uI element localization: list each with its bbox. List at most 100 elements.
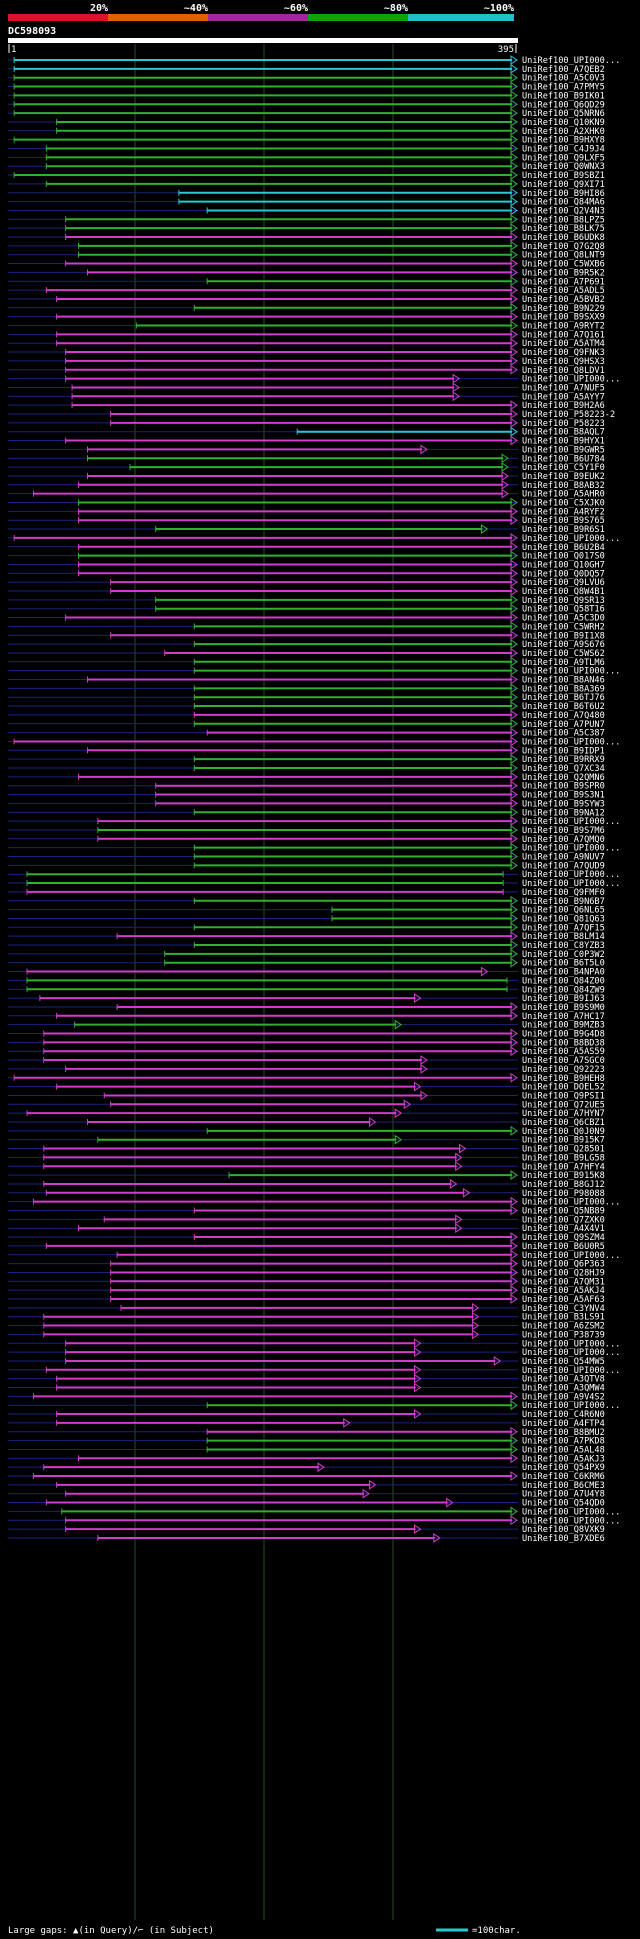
- hit-row[interactable]: UniRef100_B8LM14: [8, 931, 605, 942]
- hit-id[interactable]: UniRef100_DOEL52: [522, 1083, 605, 1093]
- hit-row[interactable]: UniRef100_A5C387: [8, 727, 605, 739]
- hit-row[interactable]: UniRef100_B4NPA0: [8, 966, 605, 978]
- hit-id[interactable]: UniRef100_B8BMU2: [522, 1428, 605, 1438]
- hit-id[interactable]: UniRef100_A5AYY7: [522, 392, 605, 402]
- hit-row[interactable]: UniRef100_Q8LNT9: [8, 249, 605, 261]
- hit-id[interactable]: UniRef100_UPI000...: [522, 56, 620, 66]
- hit-row[interactable]: UniRef100_Q54PX9: [8, 1462, 605, 1473]
- hit-id[interactable]: UniRef100_UPI000...: [522, 737, 620, 747]
- hit-row[interactable]: UniRef100_DOEL52: [8, 1081, 605, 1093]
- hit-row[interactable]: UniRef100_A5BVB2: [8, 294, 605, 305]
- hit-id[interactable]: UniRef100_A5AKJ4: [522, 1286, 605, 1296]
- hit-row[interactable]: UniRef100_B9HI86: [8, 187, 605, 199]
- hit-row[interactable]: UniRef100_UPI000...: [8, 1506, 620, 1517]
- hit-id[interactable]: UniRef100_B9HEH8: [522, 1074, 605, 1084]
- hit-row[interactable]: UniRef100_A7QF15: [8, 922, 605, 933]
- hit-id[interactable]: UniRef100_B9HI86: [522, 189, 605, 199]
- hit-id[interactable]: UniRef100_A9S676: [522, 640, 605, 650]
- hit-id[interactable]: UniRef100_UPI000...: [522, 879, 620, 889]
- hit-id[interactable]: UniRef100_P98088: [522, 1189, 605, 1199]
- hit-row[interactable]: UniRef100_B9HXY8: [8, 134, 605, 146]
- hit-id[interactable]: UniRef100_A7SGC0: [522, 1056, 605, 1066]
- hit-id[interactable]: UniRef100_B9SXX9: [522, 313, 605, 323]
- hit-row[interactable]: UniRef100_UPI000...: [8, 1400, 620, 1411]
- hit-id[interactable]: UniRef100_A4RYF2: [522, 507, 605, 517]
- hit-row[interactable]: UniRef100_UPI000...: [8, 1196, 620, 1208]
- hit-row[interactable]: UniRef100_B9S765: [8, 515, 605, 526]
- hit-row[interactable]: UniRef100_C4R6N0: [8, 1409, 605, 1420]
- hit-row[interactable]: UniRef100_B9NA12: [8, 807, 605, 818]
- hit-id[interactable]: UniRef100_Q9FNK3: [522, 348, 605, 358]
- hit-row[interactable]: UniRef100_B9HEH8: [8, 1072, 605, 1084]
- hit-row[interactable]: UniRef100_A4X4V1: [8, 1223, 605, 1234]
- hit-row[interactable]: UniRef100_Q28HJ9: [8, 1267, 605, 1278]
- hit-row[interactable]: UniRef100_B6U2B4: [8, 541, 605, 553]
- hit-id[interactable]: UniRef100_Q72UE5: [522, 1100, 605, 1110]
- hit-row[interactable]: UniRef100_UPI000...: [8, 1338, 620, 1349]
- hit-id[interactable]: UniRef100_Q7ZXK0: [522, 1215, 605, 1225]
- hit-id[interactable]: UniRef100_Q84ZW9: [522, 985, 605, 995]
- hit-row[interactable]: UniRef100_A5ATM4: [8, 338, 605, 349]
- hit-row[interactable]: UniRef100_B6CME3: [8, 1479, 605, 1491]
- hit-row[interactable]: UniRef100_Q9HSX3: [8, 355, 605, 367]
- hit-id[interactable]: UniRef100_Q6QD29: [522, 100, 605, 110]
- hit-row[interactable]: UniRef100_C5Y1F0: [8, 462, 605, 473]
- hit-row[interactable]: UniRef100_Q2V4N3: [8, 205, 605, 216]
- hit-row[interactable]: UniRef100_Q58T16: [8, 603, 605, 615]
- hit-id[interactable]: UniRef100_B9GWR5: [522, 445, 605, 455]
- hit-row[interactable]: UniRef100_A5AKJ4: [8, 1285, 605, 1296]
- hit-id[interactable]: UniRef100_A7QMQ0: [522, 835, 605, 845]
- hit-id[interactable]: UniRef100_B8GJ12: [522, 1180, 605, 1190]
- hit-id[interactable]: UniRef100_A5ADL5: [522, 286, 605, 296]
- hit-id[interactable]: UniRef100_Q54QD0: [522, 1499, 605, 1509]
- hit-row[interactable]: UniRef100_Q0DQ57: [8, 568, 605, 579]
- hit-row[interactable]: UniRef100_B8LPZ5: [8, 214, 605, 225]
- hit-row[interactable]: UniRef100_Q81Q63: [8, 913, 605, 924]
- hit-id[interactable]: UniRef100_Q0DQ57: [522, 569, 605, 579]
- hit-id[interactable]: UniRef100_UPI000...: [522, 1348, 620, 1358]
- hit-id[interactable]: UniRef100_Q54MW5: [522, 1357, 605, 1367]
- hit-id[interactable]: UniRef100_Q9FMF0: [522, 888, 605, 898]
- hit-row[interactable]: UniRef100_A3QMW4: [8, 1382, 605, 1394]
- hit-id[interactable]: UniRef100_Q2QMN6: [522, 773, 605, 783]
- hit-id[interactable]: UniRef100_UPI000...: [522, 1401, 620, 1411]
- hit-id[interactable]: UniRef100_A7HC17: [522, 1012, 605, 1022]
- hit-row[interactable]: UniRef100_Q7XC34: [8, 763, 605, 774]
- hit-row[interactable]: UniRef100_Q8W4B1: [8, 586, 605, 597]
- hit-row[interactable]: UniRef100_UPI000...: [8, 736, 620, 747]
- hit-row[interactable]: UniRef100_UPI000...: [8, 842, 620, 854]
- hit-row[interactable]: UniRef100_UPI000...: [8, 1364, 620, 1376]
- hit-id[interactable]: UniRef100_A7QM31: [522, 1277, 605, 1287]
- hit-row[interactable]: UniRef100_Q0J0N9: [8, 1125, 605, 1137]
- hit-row[interactable]: UniRef100_B9S9M0: [8, 1002, 605, 1013]
- hit-id[interactable]: UniRef100_B9HYX1: [522, 437, 605, 447]
- hit-id[interactable]: UniRef100_Q8VXK9: [522, 1525, 605, 1535]
- hit-row[interactable]: UniRef100_B9S7M6: [8, 825, 605, 836]
- hit-row[interactable]: UniRef100_UPI000...: [8, 816, 620, 827]
- hit-row[interactable]: UniRef100_Q8VXK9: [8, 1524, 605, 1535]
- hit-id[interactable]: UniRef100_UPI000...: [522, 844, 620, 854]
- hit-id[interactable]: UniRef100_B8A369: [522, 684, 605, 694]
- hit-row[interactable]: UniRef100_Q9LXF5: [8, 152, 605, 163]
- hit-row[interactable]: UniRef100_B9LG58: [8, 1152, 605, 1163]
- hit-id[interactable]: UniRef100_B9IJ63: [522, 994, 605, 1004]
- hit-id[interactable]: UniRef100_Q9HSX3: [522, 357, 605, 367]
- hit-id[interactable]: UniRef100_A5AHR0: [522, 490, 605, 500]
- hit-id[interactable]: UniRef100_A9TLM6: [522, 658, 605, 668]
- hit-row[interactable]: UniRef100_C5WRH2: [8, 621, 605, 632]
- hit-id[interactable]: UniRef100_Q8LNT9: [522, 251, 605, 261]
- hit-id[interactable]: UniRef100_B4NPA0: [522, 968, 605, 978]
- hit-id[interactable]: UniRef100_B8AB32: [522, 481, 605, 491]
- hit-id[interactable]: UniRef100_A7PKD8: [522, 1437, 605, 1447]
- hit-id[interactable]: UniRef100_A9V4S2: [522, 1392, 605, 1402]
- hit-id[interactable]: UniRef100_B6U0R5: [522, 1242, 605, 1252]
- hit-row[interactable]: UniRef100_A7QUD9: [8, 860, 605, 871]
- hit-row[interactable]: UniRef100_A5ADL5: [8, 285, 605, 296]
- hit-id[interactable]: UniRef100_B915K7: [522, 1136, 605, 1146]
- hit-id[interactable]: UniRef100_B6CME3: [522, 1481, 605, 1491]
- hit-id[interactable]: UniRef100_A9NUV7: [522, 853, 605, 863]
- hit-row[interactable]: UniRef100_A7PMY5: [8, 81, 605, 93]
- hit-row[interactable]: UniRef100_B6TJ76: [8, 692, 605, 703]
- hit-id[interactable]: UniRef100_B9SYW3: [522, 799, 605, 809]
- hit-id[interactable]: UniRef100_Q9LXF5: [522, 153, 605, 163]
